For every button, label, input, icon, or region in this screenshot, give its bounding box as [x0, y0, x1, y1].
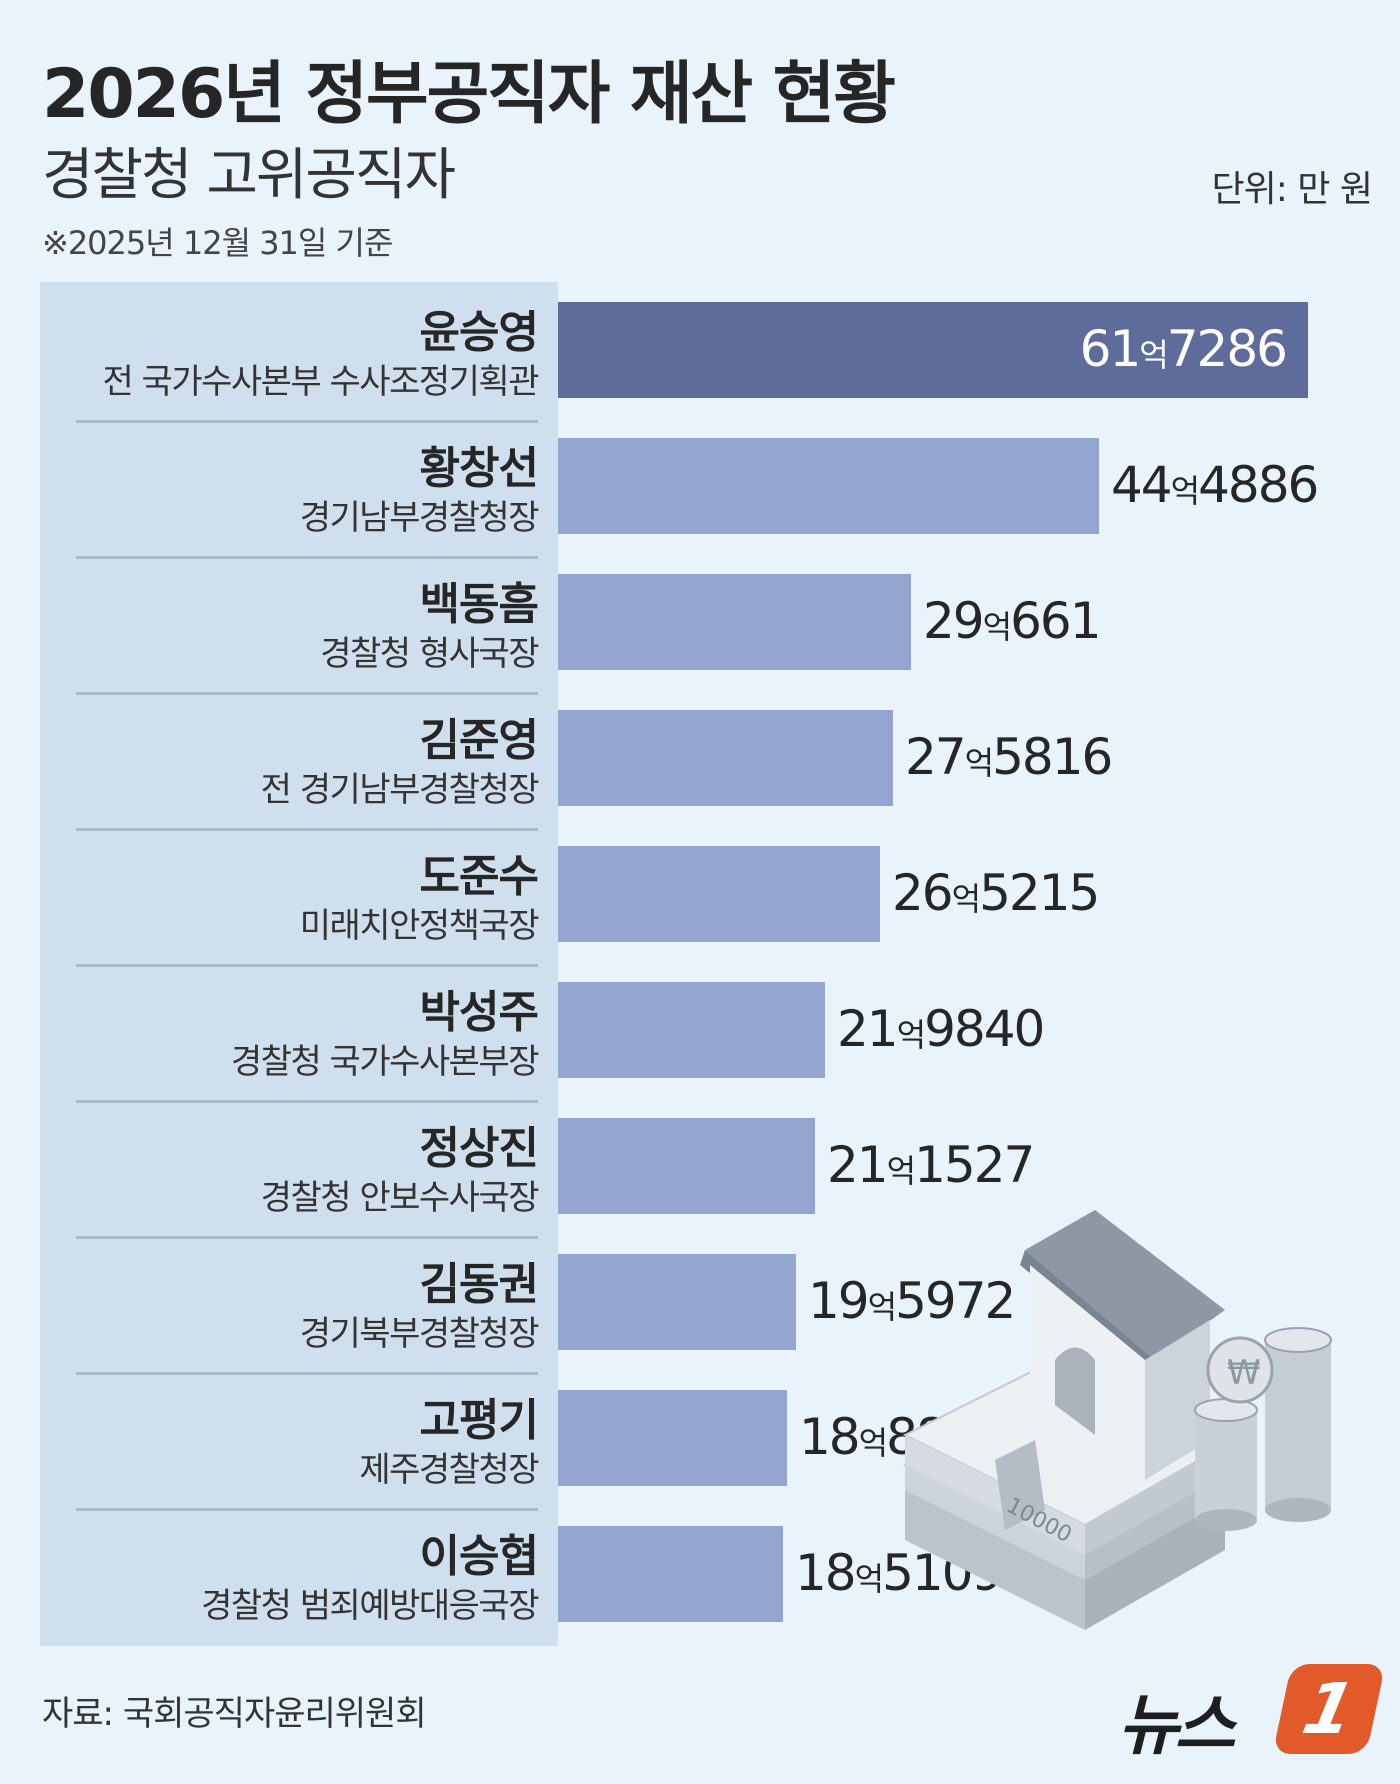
news1-logo-mark: 1 [1295, 1668, 1363, 1750]
news1-logo-badge: 1 [1272, 1664, 1386, 1754]
value-unit: 억 [1139, 336, 1168, 374]
row-divider [76, 556, 538, 559]
value-eok: 19 [808, 1272, 870, 1330]
value-man: 5972 [895, 1272, 1016, 1330]
row-divider [76, 964, 538, 967]
value-eok: 27 [905, 728, 967, 786]
bar [558, 710, 893, 806]
value-eok: 18 [799, 1408, 861, 1466]
bar-value-label: 61억7286 [1079, 320, 1288, 378]
bar-value-label: 21억9840 [837, 1000, 1045, 1058]
page-subtitle: 경찰청 고위공직자 [42, 143, 456, 208]
value-man: 5215 [979, 864, 1100, 922]
row-label: 김준영 전 경기남부경찰청장 [40, 704, 540, 814]
bar [558, 1118, 815, 1214]
official-position: 경찰청 형사국장 [320, 634, 539, 674]
value-eok: 21 [837, 1000, 899, 1058]
source-note: 자료: 국회공직자윤리위원회 [42, 1694, 427, 1734]
value-eok: 18 [795, 1544, 857, 1602]
official-name: 김동권 [419, 1259, 539, 1310]
value-eok: 26 [892, 864, 954, 922]
value-eok: 21 [827, 1136, 889, 1194]
official-position: 전 국가수사본부 수사조정기획관 [102, 362, 539, 402]
bar [558, 1526, 783, 1622]
row-divider [76, 1372, 538, 1375]
value-unit: 억 [982, 608, 1012, 646]
value-man: 7286 [1166, 320, 1288, 378]
value-man: 4886 [1198, 456, 1319, 514]
bar [558, 846, 880, 942]
row-label: 고평기 제주경찰청장 [40, 1384, 539, 1494]
bar [558, 982, 825, 1078]
bar-value-label: 21억1527 [827, 1136, 1035, 1194]
row-label: 도준수 미래치안정책국장 [40, 840, 540, 950]
house-icon [1020, 1210, 1225, 1480]
row-label: 백동흠 경찰청 형사국장 [40, 568, 539, 678]
value-unit: 억 [896, 1016, 926, 1054]
row-label: 황창선 경기남부경찰청장 [40, 432, 540, 542]
row-label: 이승협 경찰청 범죄예방대응국장 [40, 1520, 539, 1630]
official-name: 고평기 [419, 1395, 539, 1446]
value-eok: 29 [923, 592, 985, 650]
official-name: 박성주 [419, 987, 539, 1038]
bar-value-label: 27억5816 [905, 728, 1113, 786]
bar [558, 1390, 787, 1486]
value-man: 661 [1010, 592, 1101, 650]
value-eok: 61 [1079, 320, 1142, 378]
official-position: 제주경찰청장 [359, 1450, 539, 1490]
row-divider [76, 692, 538, 695]
page-title: 2026년 정부공직자 재산 현황 [42, 55, 896, 134]
official-position: 미래치안정책국장 [299, 906, 540, 946]
value-unit: 억 [1170, 472, 1200, 510]
official-name: 정상진 [419, 1123, 539, 1174]
coin-stack-icon: ₩ [1194, 1327, 1332, 1531]
value-eok: 44 [1111, 456, 1173, 514]
row-label: 윤승영 전 국가수사본부 수사조정기획관 [40, 296, 539, 406]
official-position: 경찰청 안보수사국장 [260, 1178, 540, 1218]
row-divider [76, 1508, 538, 1511]
official-position: 전 경기남부경찰청장 [260, 770, 540, 810]
bar [558, 302, 1308, 398]
bar-value-label: 29억661 [923, 592, 1102, 650]
official-name: 이승협 [419, 1531, 539, 1582]
row-label: 김동권 경기북부경찰청장 [40, 1248, 540, 1358]
value-man: 1527 [914, 1136, 1035, 1194]
basis-date: ※2025년 12월 31일 기준 [42, 224, 393, 262]
official-name: 백동흠 [419, 579, 539, 630]
news1-logo-text: 뉴스 [1118, 1687, 1235, 1764]
row-label: 박성주 경찰청 국가수사본부장 [40, 976, 540, 1086]
official-name: 김준영 [419, 715, 539, 766]
bar [558, 1254, 796, 1350]
house-money-coins-icon: 10000 ₩ [902, 1210, 1332, 1630]
value-man: 9840 [924, 1000, 1045, 1058]
svg-text:₩: ₩ [1227, 1353, 1261, 1393]
official-name: 황창선 [419, 443, 539, 494]
bar [558, 438, 1099, 534]
value-unit: 억 [854, 1560, 884, 1598]
official-name: 도준수 [419, 851, 539, 902]
official-position: 경찰청 범죄예방대응국장 [201, 1586, 539, 1626]
official-name: 윤승영 [419, 307, 539, 358]
unit-label: 단위: 만 원 [1211, 169, 1373, 210]
bar-value-label: 19억5972 [808, 1272, 1016, 1330]
row-label: 정상진 경찰청 안보수사국장 [40, 1112, 540, 1222]
row-divider [76, 420, 538, 423]
value-unit: 억 [951, 880, 981, 918]
row-divider [76, 1100, 538, 1103]
value-unit: 억 [886, 1152, 916, 1190]
row-divider [76, 1236, 538, 1239]
row-divider [76, 828, 538, 831]
value-unit: 억 [858, 1424, 888, 1462]
bar [558, 574, 911, 670]
value-man: 5816 [992, 728, 1113, 786]
official-position: 경기북부경찰청장 [299, 1314, 540, 1354]
bar-value-label: 26억5215 [892, 864, 1100, 922]
value-unit: 억 [964, 744, 994, 782]
official-position: 경찰청 국가수사본부장 [230, 1042, 540, 1082]
value-unit: 억 [867, 1288, 897, 1326]
official-position: 경기남부경찰청장 [299, 498, 540, 538]
banknote-stack: 10000 [902, 1363, 1228, 1630]
bar-value-label: 44억4886 [1111, 456, 1319, 514]
